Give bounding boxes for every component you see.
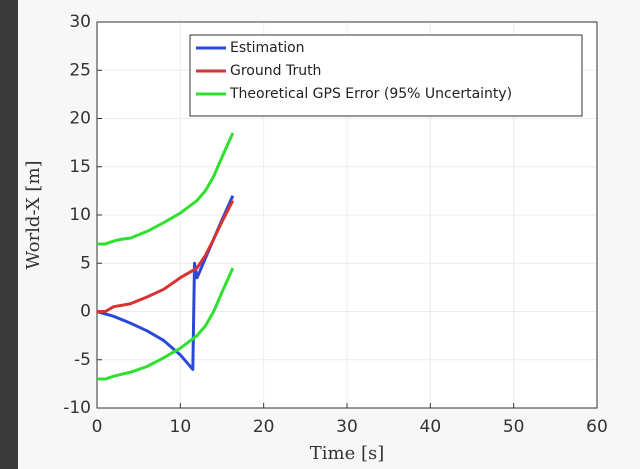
- legend-label: Estimation: [230, 40, 305, 56]
- series-line: [97, 199, 235, 313]
- x-tick-label: 30: [336, 417, 358, 437]
- y-tick-label: 20: [69, 109, 91, 129]
- series-line: [97, 267, 235, 381]
- x-tick-label: 50: [503, 417, 525, 437]
- y-tick-label: 10: [69, 205, 91, 225]
- x-tick-label: 20: [253, 417, 275, 437]
- y-axis-label: World-X [m]: [23, 160, 44, 269]
- y-tick-label: 5: [80, 253, 91, 273]
- x-axis-label: Time [s]: [310, 443, 385, 464]
- x-tick-label: 0: [92, 417, 103, 437]
- legend-box: [189, 34, 583, 117]
- series-line: [97, 132, 235, 246]
- y-tick-label: 25: [69, 60, 91, 80]
- y-tick-label: 15: [69, 157, 91, 177]
- y-tick-label: -10: [63, 398, 91, 418]
- side-strip: [0, 0, 18, 469]
- legend-label: Theoretical GPS Error (95% Uncertainty): [229, 86, 512, 102]
- legend-label: Ground Truth: [230, 63, 321, 79]
- x-tick-label: 60: [586, 417, 608, 437]
- x-tick-label: 10: [170, 417, 192, 437]
- y-tick-label: -5: [74, 350, 91, 370]
- axes-box: [96, 21, 598, 409]
- y-tick-label: 0: [80, 302, 91, 322]
- x-tick-label: 40: [420, 417, 442, 437]
- y-tick-label: 30: [69, 12, 91, 32]
